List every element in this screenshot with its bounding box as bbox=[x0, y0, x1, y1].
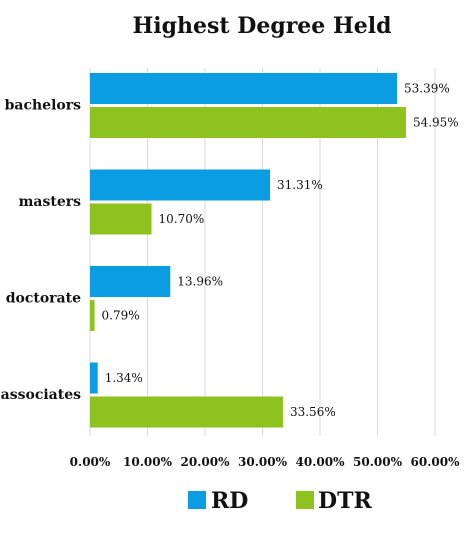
chart-title: Highest Degree Held bbox=[133, 13, 392, 39]
legend-label-dtr: DTR bbox=[318, 488, 372, 514]
category-label-bachelors: bachelors bbox=[5, 98, 82, 114]
bar-dtr-bachelors bbox=[90, 107, 406, 138]
legend-swatch-rd bbox=[188, 491, 206, 509]
x-tick-label: 10.00% bbox=[123, 455, 173, 469]
data-label-dtr-doctorate: 0.79% bbox=[102, 309, 140, 323]
category-label-doctorate: doctorate bbox=[6, 291, 81, 307]
bar-dtr-doctorate bbox=[90, 300, 95, 331]
x-tick-label: 20.00% bbox=[181, 455, 231, 469]
category-label-masters: masters bbox=[19, 194, 82, 210]
bar-rd-associates bbox=[90, 362, 98, 394]
data-label-dtr-associates: 33.56% bbox=[290, 405, 336, 419]
category-labels: bachelors masters doctorate associates bbox=[1, 98, 81, 404]
data-label-rd-masters: 31.31% bbox=[277, 178, 323, 192]
bar-rd-bachelors bbox=[90, 73, 397, 104]
x-tick-label: 50.00% bbox=[353, 455, 403, 469]
x-axis-ticks: 0.00% 10.00% 20.00% 30.00% 40.00% 50.00% 60.00… bbox=[70, 455, 460, 469]
data-label-rd-bachelors: 53.39% bbox=[404, 82, 450, 96]
x-tick-label: 0.00% bbox=[70, 455, 111, 469]
legend: RD DTR bbox=[188, 488, 372, 514]
x-tick-label: 40.00% bbox=[296, 455, 346, 469]
bars bbox=[90, 73, 406, 428]
data-label-rd-doctorate: 13.96% bbox=[177, 275, 223, 289]
data-label-dtr-masters: 10.70% bbox=[159, 212, 205, 226]
bar-dtr-masters bbox=[90, 203, 152, 235]
legend-label-rd: RD bbox=[211, 488, 248, 514]
data-label-rd-associates: 1.34% bbox=[105, 371, 143, 385]
x-tick-label: 60.00% bbox=[411, 455, 461, 469]
category-label-associates: associates bbox=[1, 387, 81, 403]
data-label-dtr-bachelors: 54.95% bbox=[413, 116, 459, 130]
legend-swatch-dtr bbox=[296, 491, 314, 509]
bar-rd-doctorate bbox=[90, 266, 171, 297]
bar-rd-masters bbox=[90, 169, 271, 201]
x-tick-label: 30.00% bbox=[238, 455, 288, 469]
data-labels: 53.39% 54.95% 31.31% 10.70% 13.96% 0.79% 1.34%… bbox=[102, 82, 459, 420]
bar-dtr-associates bbox=[90, 396, 283, 428]
